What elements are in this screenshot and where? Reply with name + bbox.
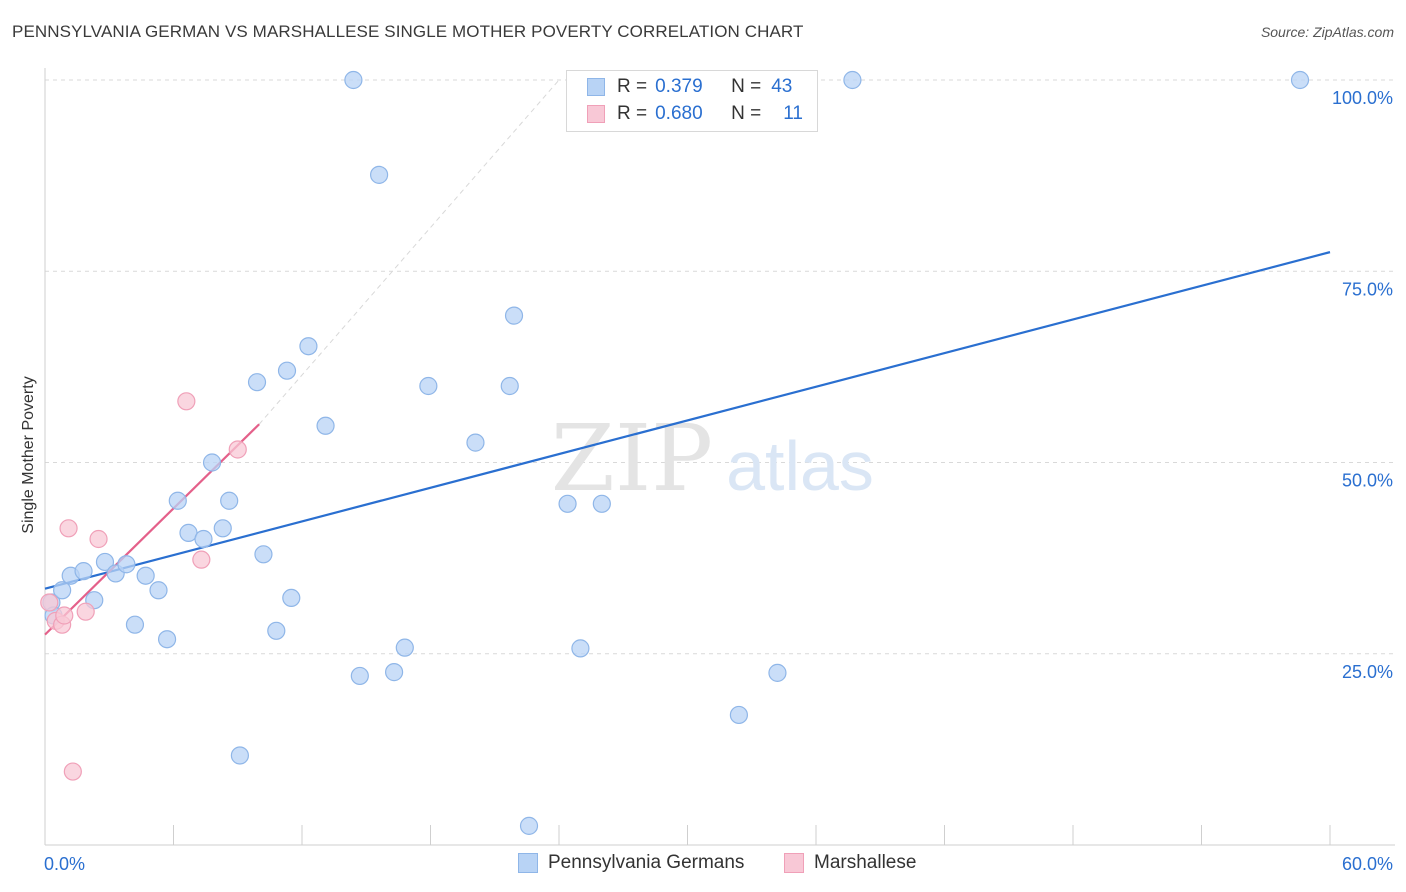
- pennsylvania-german-point: [519, 816, 539, 835]
- bottom-legend-label: Marshallese: [814, 852, 917, 873]
- pennsylvania-german-point: [466, 433, 485, 452]
- pennsylvania-german-point: [202, 453, 222, 472]
- pennsylvania-german-point: [350, 666, 369, 686]
- data-points: [40, 70, 1310, 835]
- marshallese-point: [55, 606, 74, 625]
- pennsylvania-german-point: [267, 621, 286, 640]
- y-tick-label: 50.0%: [1342, 471, 1393, 491]
- pennsylvania-german-point: [384, 663, 404, 682]
- marshallese-point: [228, 440, 247, 459]
- stats-legend: R = 0.379 N = 43 R = 0.680 N = 11: [566, 70, 818, 132]
- y-tick-label: 75.0%: [1342, 279, 1393, 299]
- pennsylvania-german-point: [500, 376, 519, 396]
- pennsylvania-german-point: [558, 494, 577, 513]
- pennsylvania-german-trend-line: [44, 251, 1331, 590]
- marshallese-trend-extension: [258, 79, 560, 425]
- legend-n-value: 43: [771, 76, 793, 97]
- watermark: ZIP atlas: [551, 405, 874, 512]
- pennsylvania-german-point: [504, 306, 524, 325]
- pennsylvania-german-point: [1290, 70, 1310, 90]
- pennsylvania-german-point: [125, 615, 145, 634]
- pennsylvania-german-point: [316, 416, 335, 435]
- trend-lines: [44, 79, 1331, 636]
- pennsylvania-german-point: [220, 491, 239, 510]
- pennsylvania-german-point: [213, 519, 232, 538]
- legend-r-label: R =: [617, 76, 648, 97]
- pennsylvania-german-point: [74, 562, 93, 581]
- y-tick-label: 25.0%: [1342, 662, 1393, 682]
- pennsylvania-german-point: [419, 376, 438, 396]
- pennsylvania-german-point: [149, 581, 168, 600]
- legend-r-label: R =: [617, 103, 648, 124]
- pennsylvania-german-point: [843, 70, 862, 90]
- bottom-legend-swatch-blue: [518, 853, 538, 873]
- watermark-atlas: atlas: [726, 427, 874, 505]
- pennsylvania-german-point: [282, 588, 301, 608]
- pennsylvania-german-point: [277, 361, 297, 380]
- pennsylvania-german-point: [230, 746, 249, 765]
- x-tick-label: 0.0%: [44, 854, 85, 874]
- marshallese-point: [177, 392, 196, 411]
- source-label: Source: ZipAtlas.com: [1260, 24, 1394, 40]
- pennsylvania-german-point: [254, 545, 273, 564]
- y-tick-label: 100.0%: [1332, 88, 1393, 108]
- watermark-zip: ZIP: [551, 405, 713, 512]
- marshallese-point: [192, 550, 211, 569]
- marshallese-point: [40, 593, 59, 612]
- pennsylvania-german-point: [768, 663, 787, 682]
- legend-n-value: 11: [783, 103, 803, 124]
- bottom-legend-label: Pennsylvania Germans: [548, 852, 745, 873]
- pennsylvania-german-point: [729, 705, 749, 725]
- tick-labels: 25.0% 50.0% 75.0% 100.0% 0.0% 60.0%: [44, 88, 1393, 874]
- pennsylvania-german-point: [117, 555, 136, 574]
- pennsylvania-german-point: [194, 529, 213, 549]
- legend-n-label: N =: [731, 103, 762, 124]
- pennsylvania-german-point: [592, 494, 611, 513]
- pennsylvania-german-point: [370, 165, 389, 184]
- marshallese-point: [59, 519, 78, 538]
- pennsylvania-german-point: [53, 581, 72, 600]
- bottom-legend-swatch-pink: [784, 853, 804, 873]
- legend-swatch-blue: [587, 78, 605, 96]
- pennsylvania-german-point: [136, 566, 155, 585]
- legend-row-marshallese: R = 0.680 N = 11: [587, 102, 803, 126]
- axes: [44, 68, 1395, 846]
- pennsylvania-german-point: [157, 630, 177, 649]
- marshallese-point: [89, 529, 108, 549]
- pennsylvania-german-point: [168, 491, 187, 510]
- legend-n-label: N =: [731, 76, 762, 97]
- legend-row-pennsylvania-germans: R = 0.379 N = 43: [587, 75, 792, 99]
- legend-swatch-pink: [587, 105, 605, 123]
- gridlines: [45, 79, 1395, 655]
- pennsylvania-german-point: [299, 337, 318, 356]
- bottom-legend-marshallese: Marshallese: [784, 852, 916, 874]
- marshallese-point: [63, 762, 82, 781]
- pennsylvania-german-point: [247, 373, 267, 392]
- legend-r-value: 0.680: [655, 103, 703, 124]
- legend-r-value: 0.379: [655, 76, 703, 97]
- pennsylvania-german-point: [571, 639, 590, 658]
- pennsylvania-german-point: [344, 70, 363, 90]
- pennsylvania-german-point: [95, 552, 115, 572]
- bottom-legend-pennsylvania-germans: Pennsylvania Germans: [518, 852, 744, 874]
- chart-title: PENNSYLVANIA GERMAN VS MARSHALLESE SINGL…: [12, 22, 804, 41]
- marshallese-trend-line: [44, 423, 260, 636]
- pennsylvania-german-point: [395, 638, 414, 657]
- marshallese-point: [76, 602, 95, 621]
- x-tick-label: 60.0%: [1342, 854, 1393, 874]
